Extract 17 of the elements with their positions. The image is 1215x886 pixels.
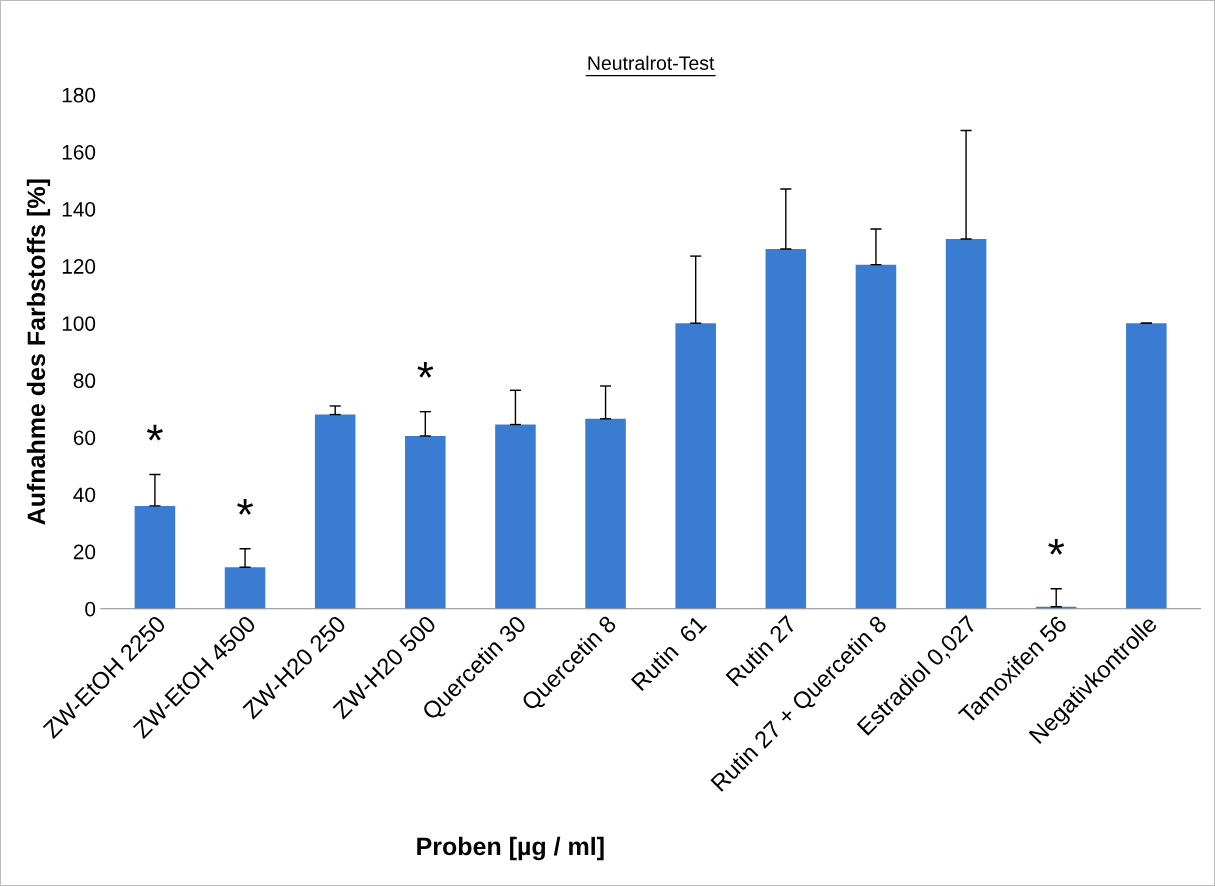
y-tick-label: 100 — [62, 316, 96, 331]
annotation: * — [237, 499, 254, 515]
x-axis-title: Proben [µg / ml] — [417, 836, 604, 861]
annotation: * — [146, 424, 163, 441]
y-tick-label: 0 — [85, 601, 96, 617]
y-axis-title: Aufnahme des Farbstoffs [%] — [26, 179, 51, 525]
chart-title: Neutralrot-Test — [588, 55, 715, 70]
y-tick-label: 40 — [73, 487, 96, 503]
y-tick-label: 60 — [73, 430, 96, 446]
y-tick-label: 20 — [73, 544, 96, 560]
annotation: * — [1048, 539, 1065, 555]
y-tick-label: 80 — [73, 373, 96, 389]
y-tick-label: 180 — [62, 87, 96, 103]
y-tick-label: 140 — [62, 202, 96, 217]
y-tick-label: 160 — [62, 144, 96, 160]
annotation: * — [417, 362, 434, 378]
y-tick-label: 120 — [62, 259, 96, 274]
